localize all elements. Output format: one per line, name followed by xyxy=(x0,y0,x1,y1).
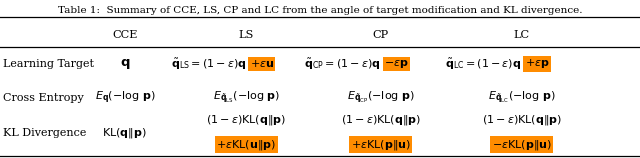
Text: $-\epsilon\mathrm{KL}(\mathbf{p}\|\mathbf{u})$: $-\epsilon\mathrm{KL}(\mathbf{p}\|\mathb… xyxy=(492,138,552,152)
Text: CCE: CCE xyxy=(112,30,138,40)
Text: $E_{\mathbf{q}}(-\log\,\mathbf{p})$: $E_{\mathbf{q}}(-\log\,\mathbf{p})$ xyxy=(95,90,155,106)
Text: Table 1:  Summary of CCE, LS, CP and LC from the angle of target modification an: Table 1: Summary of CCE, LS, CP and LC f… xyxy=(58,6,582,15)
Text: $\mathbf{q}$: $\mathbf{q}$ xyxy=(120,57,130,71)
Text: KL Divergence: KL Divergence xyxy=(3,128,86,138)
Text: LC: LC xyxy=(513,30,530,40)
Text: $+\epsilon\mathrm{KL}(\mathbf{u}\|\mathbf{p})$: $+\epsilon\mathrm{KL}(\mathbf{u}\|\mathb… xyxy=(216,138,276,152)
Text: $(1-\epsilon)\mathrm{KL}(\mathbf{q}\|\mathbf{p})$: $(1-\epsilon)\mathrm{KL}(\mathbf{q}\|\ma… xyxy=(340,113,421,127)
Text: $E_{\tilde{\mathbf{q}}_{\mathrm{LS}}}(-\log\,\mathbf{p})$: $E_{\tilde{\mathbf{q}}_{\mathrm{LS}}}(-\… xyxy=(212,90,280,106)
Text: $\tilde{\mathbf{q}}_{\mathrm{CP}} = (1-\epsilon)\mathbf{q}$: $\tilde{\mathbf{q}}_{\mathrm{CP}} = (1-\… xyxy=(304,56,381,72)
Text: $\tilde{\mathbf{q}}_{\mathrm{LC}} = (1-\epsilon)\mathbf{q}$: $\tilde{\mathbf{q}}_{\mathrm{LC}} = (1-\… xyxy=(445,56,522,72)
Text: $\mathrm{KL}(\mathbf{q}\|\mathbf{p})$: $\mathrm{KL}(\mathbf{q}\|\mathbf{p})$ xyxy=(102,126,147,140)
Text: $+\epsilon\mathrm{KL}(\mathbf{p}\|\mathbf{u})$: $+\epsilon\mathrm{KL}(\mathbf{p}\|\mathb… xyxy=(351,138,411,152)
Text: LS: LS xyxy=(239,30,254,40)
Text: $(1-\epsilon)\mathrm{KL}(\mathbf{q}\|\mathbf{p})$: $(1-\epsilon)\mathrm{KL}(\mathbf{q}\|\ma… xyxy=(206,113,287,127)
Text: $+\epsilon\mathbf{p}$: $+\epsilon\mathbf{p}$ xyxy=(525,58,550,70)
Text: $E_{\tilde{\mathbf{q}}_{\mathrm{CP}}}(-\log\,\mathbf{p})$: $E_{\tilde{\mathbf{q}}_{\mathrm{CP}}}(-\… xyxy=(347,90,415,106)
Text: Learning Target: Learning Target xyxy=(3,59,94,69)
Text: $(1-\epsilon)\mathrm{KL}(\mathbf{q}\|\mathbf{p})$: $(1-\epsilon)\mathrm{KL}(\mathbf{q}\|\ma… xyxy=(481,113,562,127)
Text: $-\epsilon\mathbf{p}$: $-\epsilon\mathbf{p}$ xyxy=(384,58,409,70)
Text: CP: CP xyxy=(372,30,389,40)
Text: $E_{\tilde{\mathbf{q}}_{\mathrm{LC}}}(-\log\,\mathbf{p})$: $E_{\tilde{\mathbf{q}}_{\mathrm{LC}}}(-\… xyxy=(488,90,556,106)
Text: $\tilde{\mathbf{q}}_{\mathrm{LS}} = (1-\epsilon)\mathbf{q}$: $\tilde{\mathbf{q}}_{\mathrm{LS}} = (1-\… xyxy=(171,56,246,72)
Text: Cross Entropy: Cross Entropy xyxy=(3,93,84,103)
Text: $+\epsilon\mathbf{u}$: $+\epsilon\mathbf{u}$ xyxy=(250,58,274,70)
